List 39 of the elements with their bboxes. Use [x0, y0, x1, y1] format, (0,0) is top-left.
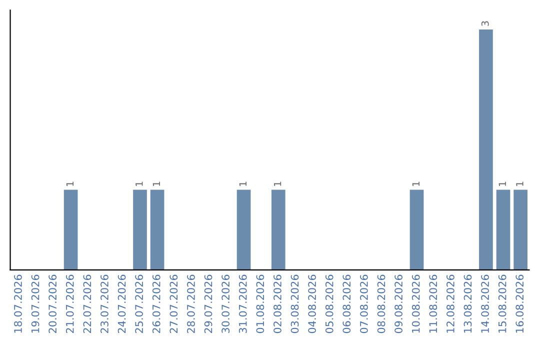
x-tick-label: 08.08.2026	[377, 274, 386, 334]
x-tick-label: 21.07.2026	[66, 274, 74, 334]
data-label: 1	[516, 182, 524, 186]
data-label: 1	[239, 182, 246, 186]
x-tick-label: 25.07.2026	[135, 274, 144, 334]
x-tick-label: 29.07.2026	[204, 274, 212, 334]
data-label: 1	[136, 182, 143, 186]
x-tick-label: 19.07.2026	[31, 274, 40, 333]
x-tick-label: 24.07.2026	[118, 274, 126, 334]
data-label: 1	[498, 182, 506, 186]
data-label: 3	[481, 21, 489, 26]
x-tick-label: 12.08.2026	[446, 274, 454, 333]
x-tick-label: 15.08.2026	[498, 274, 506, 333]
x-tick-label: 09.08.2026	[394, 274, 402, 334]
x-tick-label: 31.07.2026	[238, 274, 247, 333]
x-tick-label: 27.07.2026	[170, 274, 178, 334]
x-tick-label: 07.08.2026	[360, 274, 368, 334]
x-tick-label: 16.08.2026	[516, 274, 524, 333]
x-tick-label: 18.07.2026	[14, 274, 22, 333]
x-tick-label: 30.07.2026	[222, 274, 230, 333]
x-tick-label: 03.08.2026	[290, 274, 299, 334]
x-tick-label: 14.08.2026	[481, 274, 489, 333]
x-tick-label: 22.07.2026	[83, 274, 92, 334]
data-label: 1	[412, 182, 420, 186]
data-label: 1	[66, 182, 74, 186]
x-tick-label: 02.08.2026	[274, 274, 282, 334]
data-label: 1	[152, 182, 160, 186]
x-tick-label: 04.08.2026	[308, 274, 316, 334]
x-tick-label: 10.08.2026	[412, 274, 420, 333]
x-tick-label: 26.07.2026	[152, 274, 160, 334]
x-tick-label: 05.08.2026	[325, 274, 334, 334]
x-tick-label: 11.08.2026	[429, 274, 438, 333]
x-tick-label: 13.08.2026	[464, 274, 472, 333]
x-tick-label: 01.08.2026	[256, 274, 264, 334]
x-tick-label: 20.07.2026	[48, 274, 57, 334]
x-tick-label: 06.08.2026	[342, 274, 351, 334]
data-label: 1	[274, 182, 282, 186]
x-tick-label: 23.07.2026	[100, 274, 108, 334]
x-tick-label: 28.07.2026	[187, 274, 195, 334]
